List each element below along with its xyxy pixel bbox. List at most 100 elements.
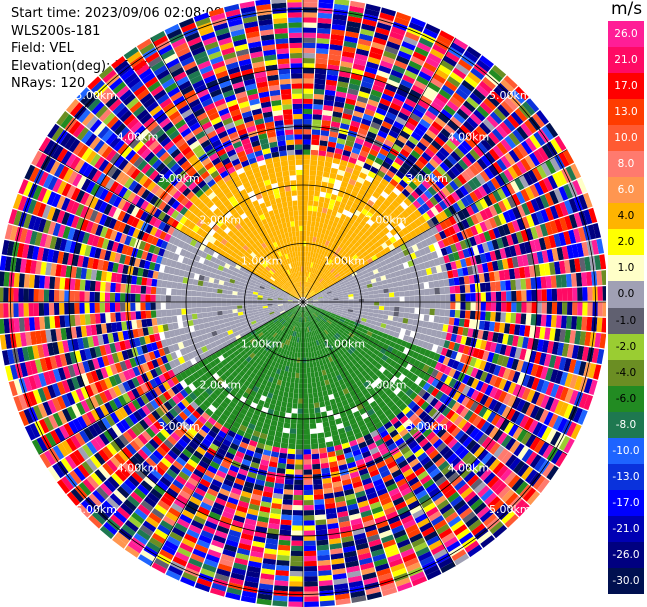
velocity-bin [435,223,444,233]
velocity-bin [383,116,395,125]
velocity-bin [317,155,326,162]
velocity-bin [376,152,387,161]
velocity-bin [441,186,451,197]
velocity-bin [318,574,333,582]
velocity-bin [462,100,476,113]
velocity-bin [546,249,554,263]
velocity-bin [355,268,362,275]
velocity-bin [400,256,408,264]
velocity-bin [316,211,322,218]
velocity-bin [285,407,292,414]
velocity-bin [358,188,367,197]
velocity-bin [368,290,374,295]
velocity-bin [554,135,567,151]
velocity-bin [409,290,415,296]
velocity-bin [408,238,416,247]
velocity-bin [525,313,532,325]
velocity-bin [455,188,465,199]
velocity-bin [465,302,471,311]
velocity-bin [506,195,517,209]
velocity-bin [385,111,397,121]
velocity-bin [317,295,323,298]
velocity-bin [311,458,321,465]
velocity-bin [311,139,320,146]
velocity-bin [303,393,309,399]
velocity-bin [461,218,470,229]
velocity-bin [309,175,316,181]
velocity-bin [488,271,496,282]
velocity-bin [449,135,461,147]
velocity-bin [318,286,324,290]
velocity-bin [357,154,367,163]
velocity-bin [317,564,332,571]
velocity-bin [516,143,529,158]
velocity-bin [404,206,414,216]
velocity-bin [310,262,314,268]
velocity-bin [347,88,359,96]
velocity-bin [317,297,324,300]
velocity-bin [573,228,582,243]
velocity-bin [512,129,525,143]
velocity-bin [340,272,346,277]
velocity-bin [459,104,473,117]
velocity-bin [289,382,295,388]
velocity-bin [536,110,549,125]
velocity-bin [320,233,325,240]
velocity-bin [322,267,327,274]
velocity-bin [531,289,537,302]
velocity-bin [554,203,564,218]
velocity-bin [366,247,373,254]
velocity-bin [413,235,421,244]
velocity-bin [286,458,295,465]
velocity-bin [369,302,375,306]
velocity-bin [306,367,311,374]
velocity-bin [445,294,451,302]
velocity-bin [472,145,485,158]
velocity-bin [482,262,489,273]
velocity-bin [309,231,314,237]
velocity-bin [371,178,381,187]
velocity-bin [392,174,402,184]
velocity-bin [362,250,369,257]
velocity-bin [424,302,431,309]
velocity-bin [313,274,317,280]
velocity-bin [471,176,482,188]
velocity-bin [366,257,374,264]
velocity-bin [404,267,411,274]
velocity-bin [303,433,311,440]
velocity-bin [316,276,321,282]
velocity-bin [361,281,367,286]
velocity-bin [348,304,354,308]
velocity-bin [420,269,428,277]
velocity-bin [472,88,486,102]
velocity-bin [352,185,361,194]
velocity-bin [303,515,315,521]
velocity-bin [373,211,381,219]
velocity-bin [442,172,453,184]
velocity-bin [303,484,313,491]
velocity-bin [303,281,306,287]
velocity-bin [312,468,322,475]
velocity-bin [330,121,341,128]
velocity-bin [388,243,396,251]
velocity-bin [317,437,326,444]
velocity-bin [349,78,362,86]
velocity-bin [288,596,303,602]
velocity-bin [370,265,378,271]
velocity-bin [361,269,368,275]
velocity-bin [338,297,344,300]
velocity-bin [363,140,373,149]
velocity-bin [470,214,480,225]
velocity-bin [389,220,398,229]
velocity-bin [356,244,364,251]
velocity-bin [325,270,331,276]
velocity-bin [312,211,317,217]
velocity-bin [458,58,473,72]
velocity-bin [414,289,420,296]
velocity-bin [510,232,519,245]
velocity-bin [537,146,549,162]
velocity-bin [350,232,358,239]
velocity-bin [362,113,374,122]
velocity-bin [401,40,416,51]
velocity-bin [523,172,534,186]
